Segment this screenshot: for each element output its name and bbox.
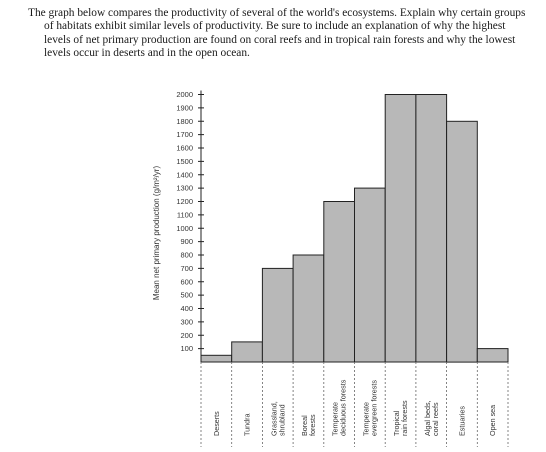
- y-tick-label: 900: [180, 237, 193, 246]
- y-tick-label: 600: [180, 277, 193, 286]
- y-tick-label: 100: [180, 344, 193, 353]
- y-tick-label: 800: [180, 251, 193, 260]
- y-tick-label: 1300: [176, 184, 193, 193]
- bar-9: [476, 348, 509, 363]
- bar-label-line: Temperate: [331, 402, 340, 436]
- bar-5: [354, 187, 386, 363]
- y-tick-label: 1100: [177, 210, 193, 219]
- y-tick-label: 300: [180, 317, 193, 326]
- y-tick-label: 1000: [176, 224, 193, 233]
- y-tick-label: 1500: [176, 157, 193, 166]
- bar-label-line: shrubland: [277, 404, 286, 436]
- y-tick-label: 400: [180, 304, 193, 313]
- question-text: The graph below compares the productivit…: [28, 7, 528, 61]
- bar-4: [323, 201, 355, 363]
- bar-label-line: Algal beds,: [423, 400, 432, 436]
- y-axis: 100 200 300 400 500 600 700 800 900 1000 1100 1200 1…: [176, 90, 204, 362]
- bar-label-line: deciduous forests: [339, 379, 348, 436]
- bar-label-line: Open sea: [488, 405, 497, 436]
- y-tick-label: 700: [180, 264, 193, 273]
- bar-2: [261, 267, 294, 363]
- bar-label-line: Temperate: [361, 402, 370, 436]
- bars-group: [200, 94, 509, 363]
- bar-label-line: coral reefs: [431, 402, 440, 436]
- y-tick-label: 2000: [176, 90, 193, 99]
- bar-label-line: Grassland,: [269, 401, 278, 436]
- y-axis-title: Mean net primary production (g/m²/yr): [152, 166, 161, 301]
- y-tick-label: 1200: [176, 197, 193, 206]
- bar-8: [446, 120, 478, 363]
- bar-3: [292, 254, 325, 363]
- bar-label-line: Estuaries: [458, 406, 467, 436]
- y-tick-label: 1900: [176, 103, 193, 112]
- bar-label-line: forests: [308, 414, 317, 436]
- y-tick-label: 1800: [176, 117, 193, 126]
- bar-1: [231, 341, 263, 363]
- bar-label-line: Boreal: [300, 415, 309, 436]
- x-axis-labels: Deserts Tundra Grassland, shrubland Boreal fo…: [212, 379, 497, 436]
- bar-0: [200, 354, 233, 363]
- y-tick-label: 1600: [176, 144, 193, 153]
- bar-label-line: rain forests: [400, 400, 409, 436]
- bar-label-line: Tropical: [392, 410, 401, 436]
- bar-label-line: Tundra: [243, 413, 252, 436]
- y-tick-label: 1400: [176, 170, 193, 179]
- y-tick-label: 500: [180, 291, 193, 300]
- bar-label-line: evergreen forests: [369, 380, 378, 436]
- bar-label-line: Deserts: [212, 411, 221, 436]
- question-paragraph: The graph below compares the productivit…: [28, 7, 526, 60]
- bar-7: [415, 94, 448, 363]
- y-tick-label: 200: [180, 331, 193, 340]
- bar-6: [384, 94, 417, 363]
- y-tick-label: 1700: [176, 130, 193, 139]
